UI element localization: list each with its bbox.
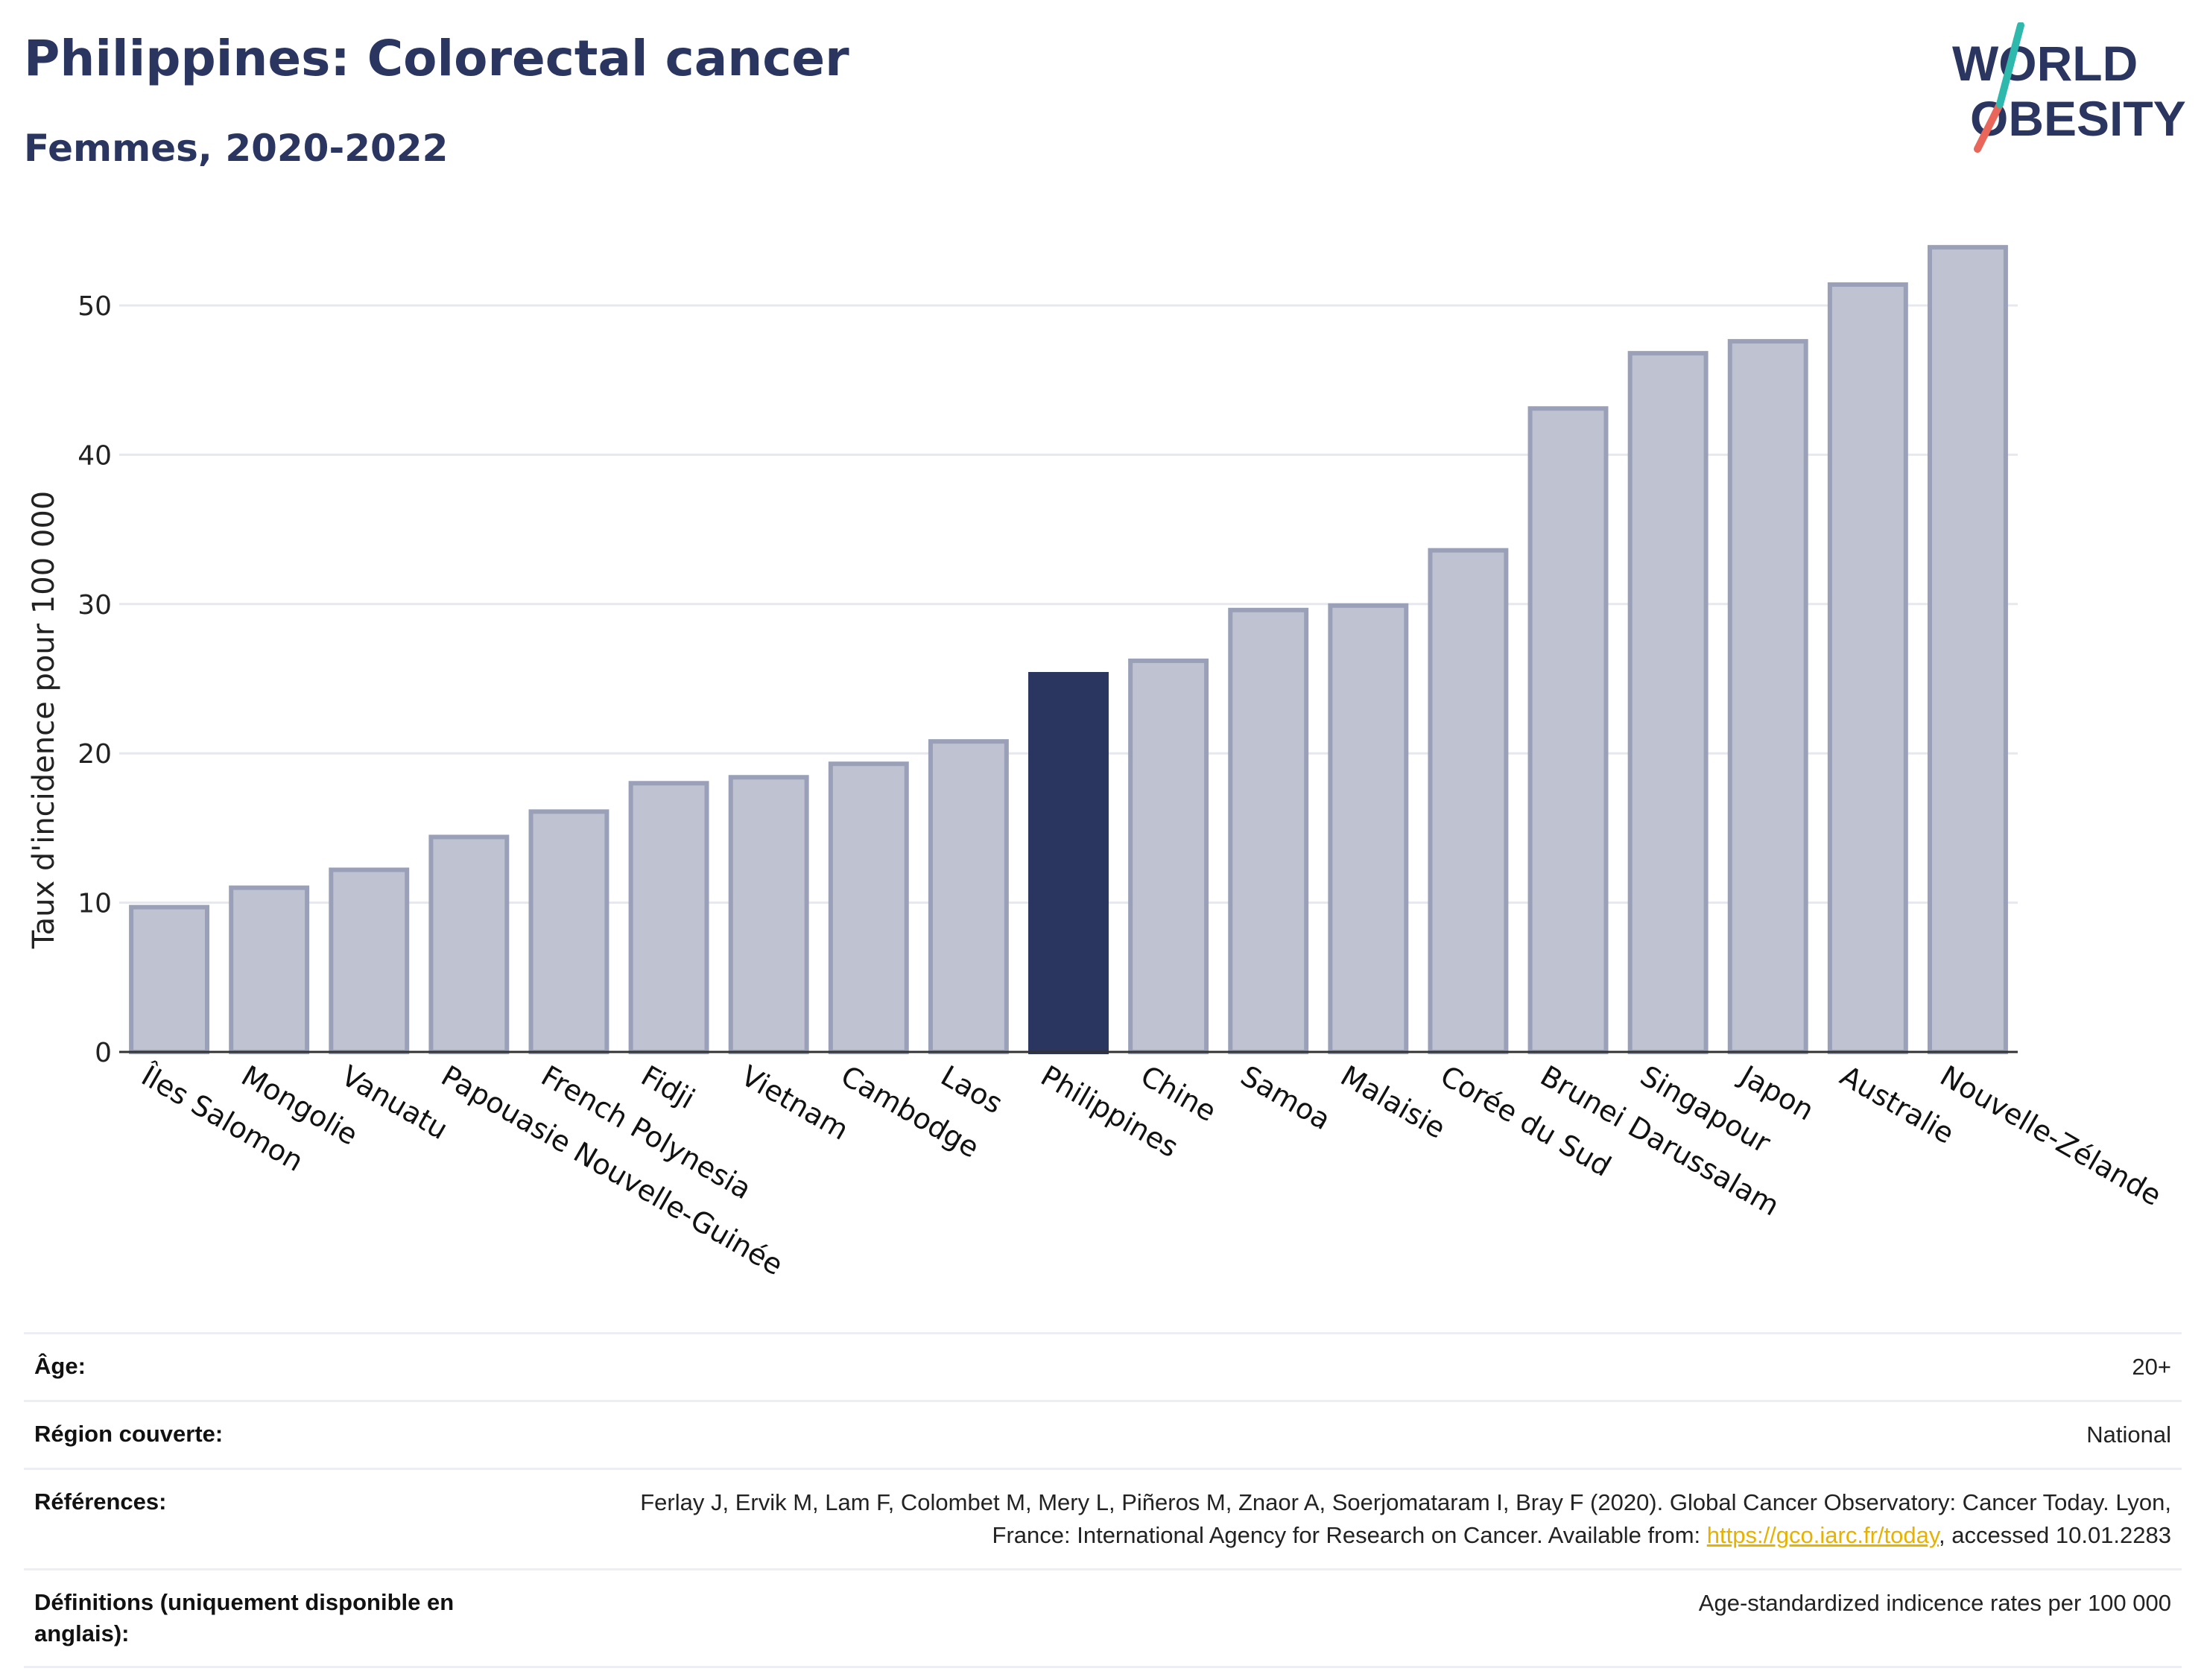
- info-value: 20+: [2132, 1354, 2171, 1380]
- x-tick-label: Nouvelle-Zélande: [1934, 1059, 2167, 1212]
- bar-laos[interactable]: [928, 739, 1009, 1055]
- x-tick-label: Australie: [1834, 1059, 1960, 1150]
- y-axis-label: Taux d'incidence pour 100 000: [27, 491, 61, 949]
- bar-french-polynesia[interactable]: [528, 809, 609, 1054]
- bar-cambodge[interactable]: [828, 761, 909, 1055]
- bar-papouasie-nouvelle-guin-e[interactable]: [428, 834, 510, 1054]
- y-tick-label: 0: [95, 1038, 112, 1068]
- bar-chart: 0 10 20 30 40 50 Taux d'incidence pour 100 000…: [27, 244, 2167, 1281]
- bar-vanuatu[interactable]: [329, 867, 410, 1054]
- bar-mongolie[interactable]: [229, 885, 310, 1055]
- bar-malaisie[interactable]: [1328, 603, 1409, 1054]
- reference-text: Ferlay J, Ervik M, Lam F, Colombet M, Me…: [640, 1489, 2171, 1548]
- info-row-references: Références: Ferlay J, Ervik M, Lam F, Co…: [24, 1468, 2182, 1568]
- info-value: National: [2086, 1421, 2171, 1448]
- info-label: Définitions (uniquement disponible en an…: [34, 1589, 455, 1646]
- bar-nouvelle-z-lande[interactable]: [1927, 244, 2008, 1054]
- x-tick-label: Fidji: [636, 1059, 700, 1116]
- info-value: Ferlay J, Ervik M, Lam F, Colombet M, Me…: [607, 1486, 2171, 1552]
- page-subtitle: Femmes, 2020-2022: [24, 127, 449, 170]
- bar-philippines[interactable]: [1028, 671, 1109, 1054]
- page-title: Philippines: Colorectal cancer: [24, 30, 849, 87]
- y-tick-label: 50: [77, 291, 112, 322]
- info-table: Âge: 20+ Région couverte: National Référ…: [24, 1332, 2182, 1668]
- info-row-age: Âge: 20+: [24, 1332, 2182, 1400]
- x-tick-label: Malaisie: [1335, 1059, 1451, 1145]
- y-tick-label: 20: [77, 739, 112, 770]
- bar-cor-e-du-sud[interactable]: [1428, 548, 1509, 1054]
- svg-text:OBESITY: OBESITY: [1970, 91, 2186, 146]
- world-obesity-logo: WORLD OBESITY: [1952, 22, 2186, 153]
- bar-samoa[interactable]: [1228, 607, 1309, 1054]
- bar-australie[interactable]: [1827, 282, 1908, 1055]
- y-tick-label: 30: [77, 590, 112, 621]
- bar-vietnam[interactable]: [728, 775, 809, 1055]
- info-label: Région couverte:: [34, 1421, 224, 1447]
- svg-text:WORLD: WORLD: [1952, 36, 2138, 91]
- x-tick-label: Laos: [935, 1059, 1008, 1120]
- reference-link[interactable]: https://gco.iarc.fr/today: [1706, 1522, 1939, 1548]
- x-tick-label: Vietnam: [735, 1059, 854, 1147]
- y-tick-label: 40: [77, 440, 112, 471]
- y-tick-label: 10: [77, 889, 112, 919]
- info-label: Références:: [34, 1489, 167, 1515]
- bar-chine[interactable]: [1128, 658, 1209, 1054]
- bar-brunei-darussalam[interactable]: [1527, 406, 1609, 1054]
- bar-singapour[interactable]: [1627, 351, 1709, 1054]
- x-tick-label: Corée du Sud: [1435, 1059, 1617, 1183]
- info-value: Age-standardized indicence rates per 100…: [1698, 1590, 2171, 1616]
- bar-japon[interactable]: [1727, 339, 1808, 1054]
- x-tick-label: Samoa: [1235, 1059, 1336, 1137]
- info-row-definitions: Définitions (uniquement disponible en an…: [24, 1568, 2182, 1668]
- info-row-region: Région couverte: National: [24, 1400, 2182, 1468]
- bar-fidji[interactable]: [628, 781, 709, 1055]
- reference-suffix: , accessed 10.01.2283: [1939, 1522, 2171, 1548]
- bar--les-salomon[interactable]: [129, 904, 210, 1055]
- info-label: Âge:: [34, 1353, 86, 1379]
